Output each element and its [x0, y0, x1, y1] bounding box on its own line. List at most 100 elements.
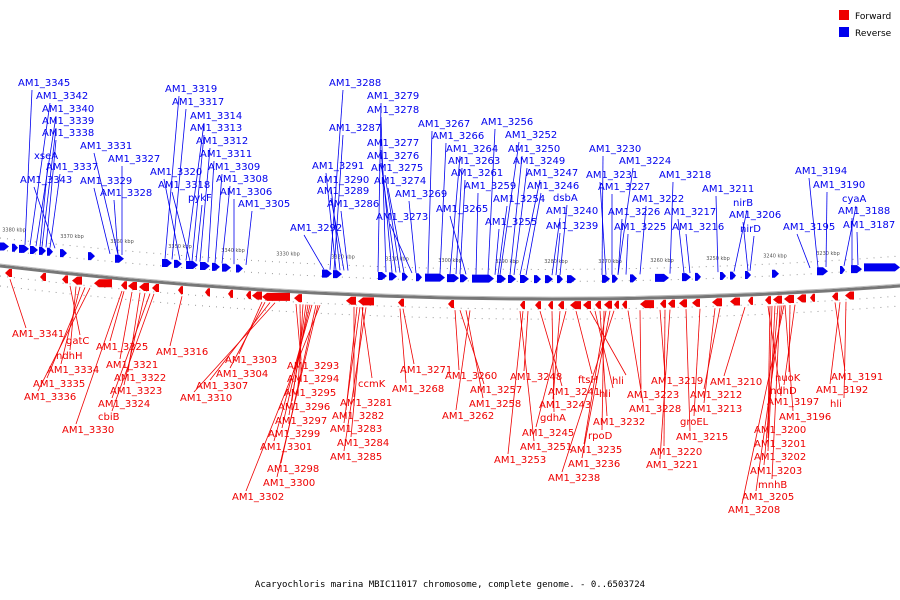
- forward-gene-arrow[interactable]: [358, 297, 374, 306]
- gene-label[interactable]: AM1_3252: [505, 130, 557, 141]
- forward-gene-arrow[interactable]: [346, 296, 356, 305]
- forward-gene-arrow[interactable]: [246, 291, 251, 300]
- gene-label[interactable]: AM1_3342: [36, 91, 88, 102]
- reverse-gene-arrow[interactable]: [115, 254, 124, 263]
- forward-gene-arrow[interactable]: [832, 292, 838, 301]
- gene-label[interactable]: AM1_3206: [729, 210, 781, 221]
- forward-gene-arrow[interactable]: [139, 283, 149, 292]
- gene-label[interactable]: AM1_3212: [690, 390, 742, 401]
- reverse-gene-arrow[interactable]: [88, 252, 95, 261]
- gene-label[interactable]: AM1_3190: [813, 180, 865, 191]
- gene-label[interactable]: AM1_3246: [527, 181, 579, 192]
- forward-gene-arrow[interactable]: [152, 284, 159, 293]
- gene-label[interactable]: AM1_3259: [464, 181, 516, 192]
- reverse-gene-arrow[interactable]: [447, 274, 459, 283]
- reverse-gene-arrow[interactable]: [472, 274, 494, 283]
- gene-label[interactable]: AM1_3283: [330, 424, 382, 435]
- gene-label[interactable]: hli: [612, 376, 624, 387]
- gene-label[interactable]: AM1_3210: [710, 377, 762, 388]
- gene-label[interactable]: AM1_3313: [190, 123, 242, 134]
- forward-gene-arrow[interactable]: [784, 295, 794, 304]
- gene-label[interactable]: AM1_3248: [510, 372, 562, 383]
- gene-label[interactable]: AM1_3267: [418, 119, 470, 130]
- gene-label[interactable]: AM1_3238: [548, 473, 600, 484]
- gene-label[interactable]: AM1_3335: [33, 379, 85, 390]
- reverse-gene-arrow[interactable]: [39, 246, 46, 255]
- gene-label[interactable]: AM1_3334: [47, 365, 99, 376]
- gene-label[interactable]: gdhA: [540, 413, 566, 424]
- gene-label[interactable]: nirD: [740, 224, 761, 235]
- gene-label[interactable]: nuoK: [775, 373, 801, 384]
- reverse-gene-arrow[interactable]: [333, 270, 342, 279]
- forward-gene-arrow[interactable]: [640, 300, 654, 309]
- forward-gene-arrow[interactable]: [398, 298, 404, 307]
- reverse-gene-arrow[interactable]: [567, 275, 576, 284]
- gene-label[interactable]: AM1_3273: [376, 212, 428, 223]
- gene-label[interactable]: AM1_3287: [329, 123, 381, 134]
- forward-gene-arrow[interactable]: [294, 294, 302, 303]
- reverse-gene-arrow[interactable]: [60, 249, 67, 258]
- gene-label[interactable]: AM1_3318: [158, 180, 210, 191]
- reverse-gene-arrow[interactable]: [745, 270, 751, 279]
- forward-gene-arrow[interactable]: [845, 291, 854, 300]
- reverse-gene-arrow[interactable]: [200, 262, 210, 271]
- gene-label[interactable]: AM1_3294: [287, 374, 339, 385]
- gene-label[interactable]: AM1_3309: [208, 162, 260, 173]
- gene-label[interactable]: AM1_3250: [508, 144, 560, 155]
- reverse-gene-arrow[interactable]: [695, 272, 701, 281]
- gene-label[interactable]: AM1_3258: [469, 399, 521, 410]
- forward-gene-arrow[interactable]: [730, 297, 740, 306]
- gene-label[interactable]: AM1_3269: [395, 189, 447, 200]
- gene-label[interactable]: AM1_3243: [539, 400, 591, 411]
- gene-label[interactable]: AM1_3211: [702, 184, 754, 195]
- reverse-gene-arrow[interactable]: [30, 245, 38, 254]
- gene-label[interactable]: AM1_3213: [690, 404, 742, 415]
- forward-gene-arrow[interactable]: [797, 294, 806, 303]
- gene-label[interactable]: AM1_3256: [481, 117, 533, 128]
- gene-label[interactable]: AM1_3288: [329, 78, 381, 89]
- gene-label[interactable]: AM1_3330: [62, 425, 114, 436]
- gene-label[interactable]: AM1_3196: [779, 412, 831, 423]
- reverse-gene-arrow[interactable]: [47, 247, 53, 256]
- gene-label[interactable]: AM1_3276: [367, 151, 419, 162]
- forward-gene-arrow[interactable]: [262, 292, 290, 301]
- reverse-gene-arrow[interactable]: [840, 265, 845, 274]
- gene-label[interactable]: AM1_3290: [317, 175, 369, 186]
- gene-label[interactable]: AM1_3277: [367, 138, 419, 149]
- gene-label[interactable]: AM1_3336: [24, 392, 76, 403]
- gene-label[interactable]: AM1_3329: [80, 176, 132, 187]
- gene-label[interactable]: AM1_3260: [445, 371, 497, 382]
- gene-label[interactable]: AM1_3321: [106, 360, 158, 371]
- gene-label[interactable]: AM1_3217: [664, 207, 716, 218]
- forward-gene-arrow[interactable]: [40, 272, 46, 281]
- gene-label[interactable]: AM1_3216: [672, 222, 724, 233]
- gene-label[interactable]: AM1_3194: [795, 166, 847, 177]
- gene-label[interactable]: AM1_3249: [513, 156, 565, 167]
- gene-label[interactable]: AM1_3292: [290, 223, 342, 234]
- gene-label[interactable]: gatC: [66, 336, 89, 347]
- gene-label[interactable]: AM1_3339: [42, 116, 94, 127]
- gene-label[interactable]: AM1_3341: [12, 329, 64, 340]
- gene-label[interactable]: AM1_3340: [42, 104, 94, 115]
- gene-label[interactable]: AM1_3311: [200, 149, 252, 160]
- forward-gene-arrow[interactable]: [535, 301, 541, 310]
- reverse-gene-arrow[interactable]: [162, 259, 172, 268]
- forward-gene-arrow[interactable]: [614, 300, 619, 309]
- gene-label[interactable]: AM1_3345: [18, 78, 70, 89]
- gene-label[interactable]: AM1_3303: [225, 355, 277, 366]
- gene-label[interactable]: AM1_3257: [470, 385, 522, 396]
- gene-label[interactable]: AM1_3226: [608, 207, 660, 218]
- gene-label[interactable]: AM1_3338: [42, 128, 94, 139]
- forward-gene-arrow[interactable]: [128, 281, 137, 290]
- gene-label[interactable]: AM1_3191: [831, 372, 883, 383]
- gene-label[interactable]: AM1_3218: [659, 170, 711, 181]
- gene-label[interactable]: AM1_3337: [46, 162, 98, 173]
- forward-gene-arrow[interactable]: [5, 269, 12, 278]
- forward-gene-arrow[interactable]: [62, 275, 68, 284]
- gene-label[interactable]: ndhH: [56, 351, 83, 362]
- gene-label[interactable]: AM1_3235: [570, 445, 622, 456]
- gene-label[interactable]: AM1_3306: [220, 187, 272, 198]
- gene-label[interactable]: AM1_3253: [494, 455, 546, 466]
- gene-label[interactable]: AM1_3285: [330, 452, 382, 463]
- forward-gene-arrow[interactable]: [205, 288, 210, 297]
